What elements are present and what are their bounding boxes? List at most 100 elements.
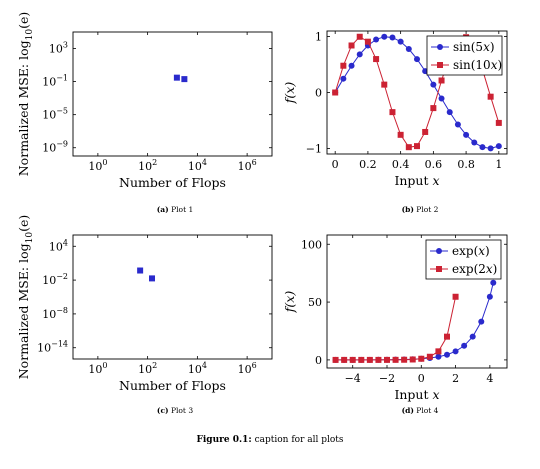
plot2-x-tick-label: 0.6 <box>425 158 443 171</box>
figure-caption-label: Figure 0.1: <box>196 435 251 445</box>
plot2-series-2-point <box>397 131 404 138</box>
plot2-legend-entry-var: x <box>483 40 490 54</box>
plot3-data-point <box>149 275 156 282</box>
plot4-x-axis-label-var: x <box>432 387 439 402</box>
plot2-series-1-point <box>414 56 420 63</box>
plot2-series-2-point <box>356 33 363 40</box>
plot3-y-tick-label: 10−8 <box>42 306 68 321</box>
plot2-series-2-point <box>364 38 371 45</box>
plot3-caption-text: Plot 3 <box>169 406 194 415</box>
plot1-data-point <box>173 74 180 81</box>
plot4-series-1-line <box>335 282 494 361</box>
plot2-y-tick-label: 1 <box>315 31 322 44</box>
plot2-series-1-point <box>373 36 380 43</box>
plot2-series-1-point <box>463 131 470 138</box>
plot2-series-1-point <box>495 143 502 150</box>
plot2-series-1-point <box>340 75 347 82</box>
plot2-series-1-point <box>405 46 412 53</box>
plot4-series-1-point <box>444 351 450 358</box>
plot1-y-tick-label-base: 10 <box>42 142 56 155</box>
plot3-y-tick-label-base: 10 <box>37 342 51 355</box>
plot3-x-tick-label-base: 10 <box>138 363 152 376</box>
plot1-caption-label: (a) <box>157 205 169 214</box>
plot2-series-1-point <box>438 95 445 102</box>
plot2-caption-label: (b) <box>402 205 414 214</box>
plot4-caption-label: (d) <box>402 406 414 415</box>
plot3-y-axis-label-prefix: Normalized MSE: log <box>16 243 31 379</box>
plot1-x-tick-label: 102 <box>138 158 157 173</box>
plot4-x-axis-label: Input x <box>394 387 439 402</box>
plot1-x-tick-label-exponent: 2 <box>152 158 157 167</box>
plot2-x-axis-label-var: x <box>432 173 439 188</box>
plot4-x-tick-label: −4 <box>345 372 361 385</box>
plot2-legend-entry-2: sin(10x) <box>453 58 502 72</box>
plot1-x-tick-label-base: 10 <box>238 160 252 173</box>
plot2-x-tick-label: 1 <box>495 158 502 171</box>
plot2-legend-swatch-marker <box>437 44 443 50</box>
plot4-series-1-point <box>469 333 476 340</box>
plot3-y-tick-label-exponent: −2 <box>56 272 68 281</box>
plot3-y-tick-label-base: 10 <box>42 308 56 321</box>
plot1-y-tick-label-exponent: −1 <box>56 74 68 83</box>
plot3-x-tick-label-exponent: 0 <box>102 361 107 370</box>
plot1-y-tick-label: 10−9 <box>42 140 68 155</box>
plot1-y-tick-label: 10−1 <box>42 74 68 89</box>
plot4-y-tick-label: 0 <box>315 354 322 367</box>
plot2-series-2-point <box>438 77 445 84</box>
plot2-series-2-point <box>340 62 347 69</box>
plot1-x-tick-label-base: 10 <box>88 160 102 173</box>
plot2-series-2-point <box>373 56 380 63</box>
plot2-series-2-point <box>332 89 339 96</box>
plot3-x-tick-label-exponent: 4 <box>202 361 207 370</box>
plot4-x-tick-label: 0 <box>418 372 425 385</box>
plot4-series-1-point <box>490 279 497 286</box>
plot2-legend-entry-1: sin(5x) <box>453 40 495 54</box>
plot3-x-axis-label: Number of Flops <box>119 378 226 393</box>
plot1-y-tick-label-exponent: −9 <box>56 140 68 149</box>
plot2-series-2-point <box>405 144 412 151</box>
plot1-y-axis-label-sub: 10 <box>25 29 35 41</box>
plot3-y-tick-label-base: 10 <box>42 274 56 287</box>
plot3-x-tick-label-exponent: 6 <box>252 361 257 370</box>
plot1-y-axis-label-arg: (e) <box>16 12 31 29</box>
plot3-y-tick-label: 104 <box>49 238 68 253</box>
plot2-series-2-point <box>495 119 502 126</box>
plot3-plot-frame <box>72 234 273 360</box>
plot3-x-tick-label-base: 10 <box>88 363 102 376</box>
plot3-x-tick-label-exponent: 2 <box>152 361 157 370</box>
plot1-x-tick-label-exponent: 6 <box>252 158 257 167</box>
plot3-y-tick-label-exponent: 4 <box>63 238 68 247</box>
plot4-x-tick-label: 2 <box>452 372 459 385</box>
plot4-series-1-point <box>486 293 493 300</box>
plot4-caption: (d) Plot 4 <box>402 406 439 415</box>
plot4-x-axis-label-text: Input <box>394 387 432 402</box>
plot4-series-2-point <box>375 356 382 363</box>
plot3-y-tick-label-base: 10 <box>49 240 63 253</box>
plot2-x-axis-label: Input x <box>394 173 439 188</box>
plot4-series-2-point <box>392 356 399 363</box>
plot1-y-tick-label: 10−5 <box>42 107 68 122</box>
plot3-data-point <box>137 267 144 274</box>
plot2-series-2-point <box>487 93 494 100</box>
plot4-legend-entry-2: exp(2x) <box>452 262 497 276</box>
plot4-series-2-point <box>401 356 408 363</box>
plot1-data-point <box>181 76 188 83</box>
plot1-caption: (a) Plot 1 <box>157 205 193 214</box>
plot4-legend-entry-1: exp(x) <box>452 244 490 258</box>
plot2-series-1-point <box>397 38 404 45</box>
plot1-y-tick-label-base: 10 <box>49 43 63 56</box>
plot2-series-2-point <box>414 143 420 150</box>
plot1-x-tick-label: 104 <box>188 158 207 173</box>
plot3-x-tick-label: 104 <box>188 361 207 376</box>
plot2-series-1-point <box>487 145 494 152</box>
plot3-x-tick-label-base: 10 <box>188 363 202 376</box>
plot3-y-axis-label: Normalized MSE: log10(e) <box>16 215 35 380</box>
plot4-legend-entry-fn: exp <box>452 262 474 276</box>
plot4-series-2-point <box>426 353 433 360</box>
plot2-series-1-point <box>356 51 363 58</box>
plot2-series-1-point <box>348 62 355 69</box>
plot4-y-tick-label: 100 <box>301 238 322 251</box>
plot2-legend-entry-fn: sin <box>453 58 471 72</box>
